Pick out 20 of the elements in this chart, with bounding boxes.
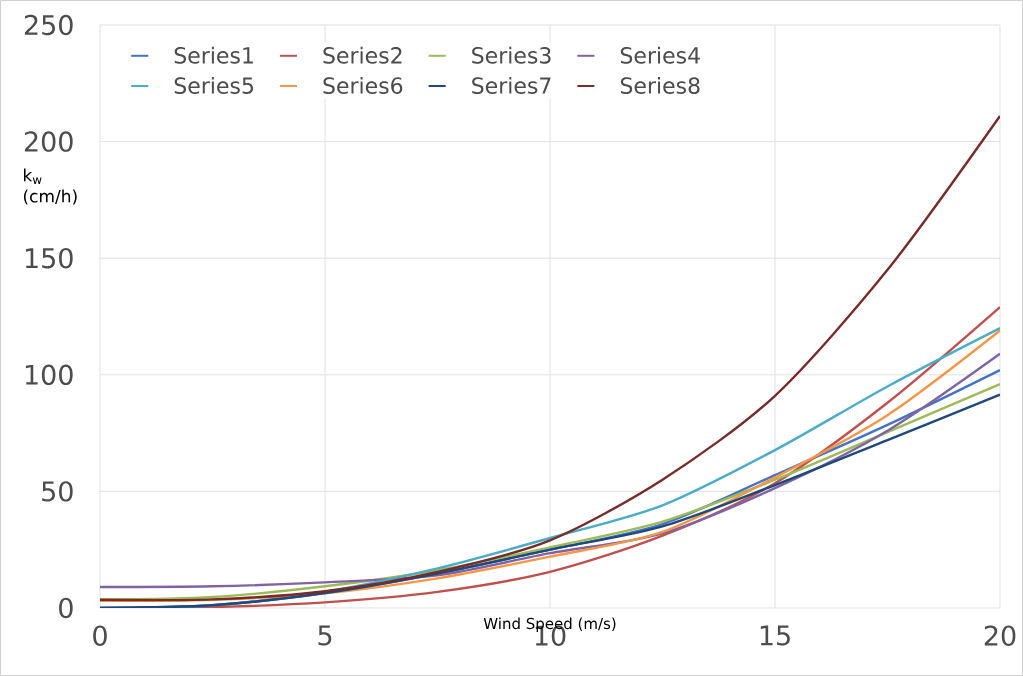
legend-label: Series7 xyxy=(472,76,551,94)
line-series xyxy=(100,114,1000,602)
y-tick-label: 200 xyxy=(24,131,73,152)
y-tick-label: 150 xyxy=(25,247,73,269)
legend-label: Series2 xyxy=(323,46,402,64)
y-axis-title: k$_{w}$ (cm/h) xyxy=(23,168,77,205)
y-tick-label: 0 xyxy=(59,597,73,619)
y-tick-label: 250 xyxy=(24,14,73,36)
x-tick-label: 20 xyxy=(984,625,1016,646)
legend-label: Series4 xyxy=(620,46,700,64)
legend-label: Series1 xyxy=(174,46,253,64)
legend-label: Series5 xyxy=(174,76,253,94)
legend-label: Series3 xyxy=(472,46,551,64)
y-tick-label: 50 xyxy=(42,481,73,502)
legend-label: Series6 xyxy=(323,76,403,94)
y-tick-label: 100 xyxy=(25,364,73,385)
legend-label: Series8 xyxy=(620,76,700,94)
x-tick-label: 5 xyxy=(318,625,332,646)
x-tick-label: 0 xyxy=(93,625,107,646)
x-tick-label: 15 xyxy=(760,625,790,646)
